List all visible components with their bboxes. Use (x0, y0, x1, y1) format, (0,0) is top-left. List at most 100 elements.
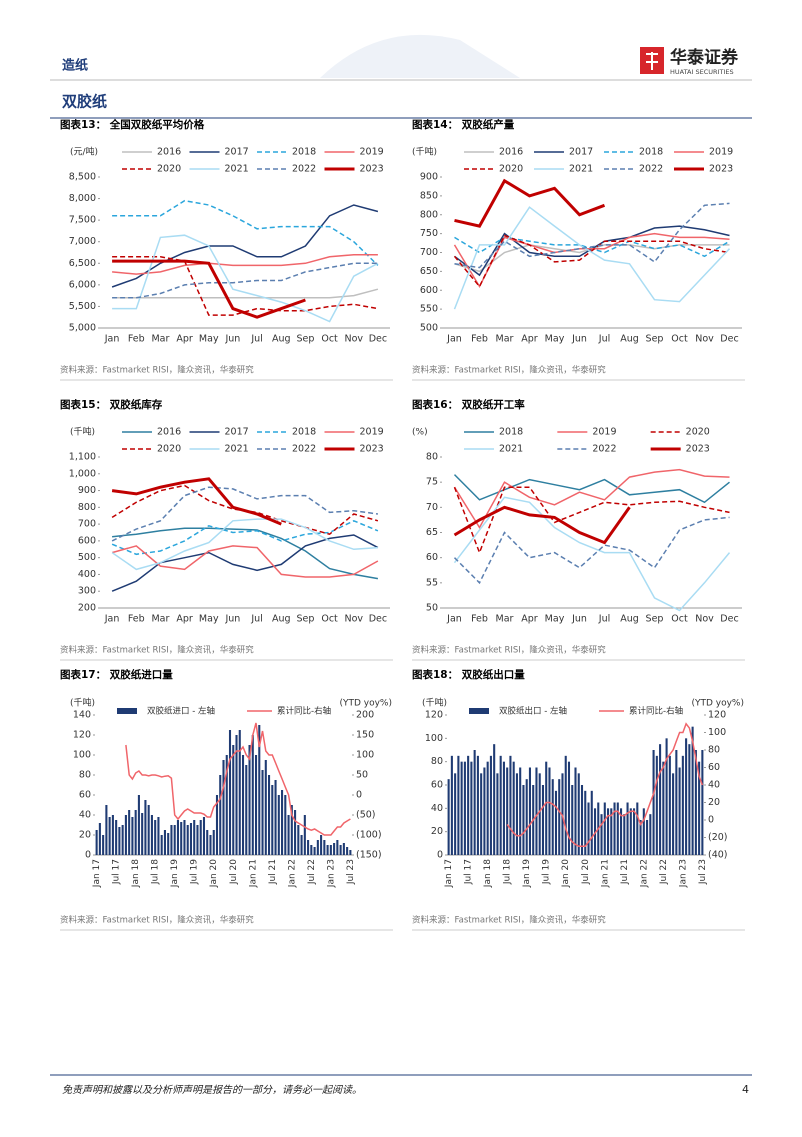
bar (548, 767, 551, 855)
bar (672, 773, 675, 855)
bar (590, 790, 593, 855)
x-tick-label: Jun (571, 334, 587, 345)
y2-tick-label: 80 (708, 745, 720, 756)
y-tick-label: 850 (420, 190, 438, 201)
bar (646, 820, 649, 855)
x-tick-label: Dec (369, 614, 387, 625)
y-tick-label: 55 (426, 577, 438, 588)
bar (610, 808, 613, 855)
bar (655, 755, 658, 855)
y2-tick-label: (150) (356, 850, 382, 861)
bar (320, 835, 323, 855)
bar (545, 761, 548, 855)
x-tick-label: Oct (321, 334, 338, 345)
bar (111, 815, 114, 855)
bar (629, 808, 632, 855)
bar (245, 765, 248, 855)
bar (157, 817, 160, 855)
series-line (453, 234, 730, 288)
bar (323, 840, 326, 855)
bar (535, 767, 538, 855)
bar (333, 843, 336, 855)
x-tick-label: Sep (296, 614, 314, 625)
x-tick-label: Mar (496, 334, 514, 345)
x-tick-label: Oct (321, 614, 338, 625)
x-tick-label: Apr (176, 614, 193, 625)
bar (141, 813, 144, 855)
series-line (111, 477, 282, 526)
bar (558, 779, 561, 855)
bar (98, 823, 101, 855)
x-tick-label: Jun (224, 334, 240, 345)
x-tick-label: Nov (344, 614, 363, 625)
y-tick-label: 5,500 (69, 301, 96, 312)
x-tick-label: Nov (344, 334, 363, 345)
x-tick-label: Mar (151, 614, 169, 625)
x-tick-label: Aug (272, 614, 291, 625)
legend-label: 累计同比-右轴 (629, 706, 683, 717)
y-tick-label: 0 (437, 850, 443, 861)
y-tick-label: 800 (420, 209, 438, 220)
section-title: 双胶纸 (62, 93, 107, 111)
x-tick-label: Apr (176, 334, 193, 345)
y2-tick-label: (20) (708, 832, 728, 843)
bar (313, 847, 316, 855)
y-tick-label: 80 (431, 756, 443, 767)
bar (209, 835, 212, 855)
x-tick-label: Jan (446, 614, 462, 625)
bar (522, 785, 525, 855)
chart-title: 图表13： 全国双胶纸平均价格 (60, 118, 205, 131)
x-tick-label: Jul 19 (190, 859, 200, 885)
x-tick-label: Jan 18 (483, 859, 493, 888)
x-tick-label: Jul 17 (112, 859, 122, 885)
bar (173, 825, 176, 855)
bar (284, 795, 287, 855)
legend-label: 2018 (639, 147, 663, 158)
x-tick-label: Jan 17 (92, 859, 102, 888)
y-tick-label: 80 (79, 770, 91, 781)
x-tick-label: Jan 17 (444, 859, 454, 888)
y-tick-label: 800 (78, 502, 96, 513)
bar (675, 750, 678, 855)
series-line (112, 288, 379, 299)
x-tick-label: Aug (620, 614, 639, 625)
bar (180, 822, 183, 855)
bar (499, 755, 502, 855)
bar (600, 814, 603, 855)
y-tick-label: 60 (431, 780, 443, 791)
bar (271, 785, 274, 855)
legend-label: 2016 (499, 147, 523, 158)
bar (493, 744, 496, 855)
y-tick-label: 550 (420, 304, 438, 315)
x-tick-label: Nov (695, 614, 714, 625)
bar (102, 835, 105, 855)
y-tick-label: 100 (425, 733, 443, 744)
bar (225, 755, 228, 855)
legend-label: 2020 (686, 427, 710, 438)
x-tick-label: Jul (598, 614, 610, 625)
x-tick-label: Jan 19 (522, 859, 532, 888)
bar (476, 755, 479, 855)
series-line (454, 178, 606, 228)
x-tick-label: Jul 18 (503, 859, 513, 885)
bar (186, 825, 189, 855)
x-tick-label: Jul 21 (268, 859, 278, 885)
bar (606, 808, 610, 855)
bar (346, 847, 349, 855)
bar (649, 814, 652, 855)
x-tick-label: Feb (128, 334, 145, 345)
x-tick-label: Jun (224, 614, 240, 625)
y-tick-label: 900 (420, 172, 438, 183)
header-decoration (320, 34, 520, 78)
bar (232, 745, 235, 855)
y-tick-label: 650 (420, 266, 438, 277)
x-tick-label: Jul 20 (229, 859, 239, 885)
bar (212, 830, 215, 855)
bar (571, 785, 574, 855)
y-tick-label: 200 (78, 603, 96, 614)
bar (659, 744, 662, 855)
series-line (112, 234, 379, 323)
bar (636, 802, 639, 855)
x-tick-label: Sep (296, 334, 314, 345)
logo-mark (646, 52, 658, 70)
